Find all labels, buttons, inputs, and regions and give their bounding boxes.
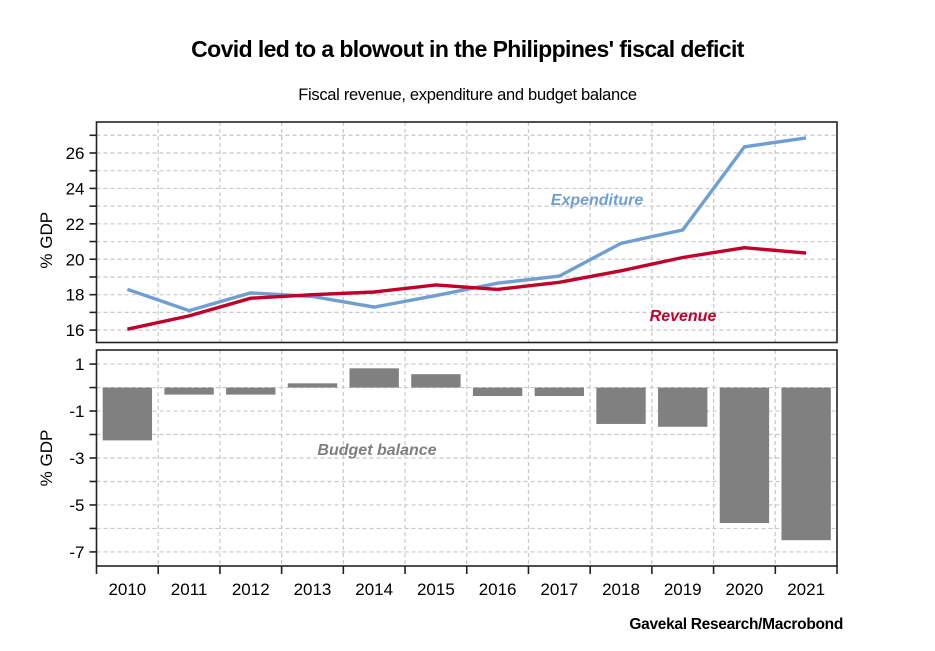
- bottom-gridlines: [96, 350, 837, 566]
- budget-balance-bar: [534, 387, 584, 397]
- y-tick-label: 22: [66, 215, 85, 234]
- budget-balance-bar: [781, 387, 831, 541]
- x-tick-label: 2014: [355, 580, 393, 599]
- bottom-panel: 1 -1 -3 -5 -7 % GDP Budget balance: [37, 349, 838, 567]
- revenue-line: [127, 245, 807, 331]
- y-tick-label: -5: [69, 496, 84, 515]
- top-y-axis-title: % GDP: [37, 212, 56, 269]
- y-tick-label: -3: [69, 449, 84, 468]
- top-y-ticks: 16 18 20 22 24 26: [66, 134, 97, 340]
- x-tick-label: 2012: [232, 580, 270, 599]
- x-tick-label: 2011: [171, 580, 208, 599]
- bottom-y-ticks: 1 -1 -3 -5 -7: [69, 355, 97, 562]
- budget-balance-bar: [102, 387, 153, 441]
- top-series-lines: [126, 136, 807, 331]
- chart-title: Covid led to a blowout in the Philippine…: [191, 36, 744, 62]
- x-tick-label: 2017: [540, 580, 578, 599]
- budget-balance-bar: [411, 374, 461, 388]
- budget-balance-bar: [658, 387, 708, 427]
- top-panel: 16 18 20 22 24 26 % GDP Expenditure Revenue: [37, 121, 838, 344]
- x-tick-label: 2019: [664, 580, 702, 599]
- budget-balance-bar: [287, 383, 338, 388]
- source-credit: Gavekal Research/Macrobond: [629, 616, 843, 633]
- y-tick-label: 1: [75, 355, 84, 374]
- x-tick-label: 2018: [602, 580, 640, 599]
- x-tick-label: 2020: [726, 580, 764, 599]
- y-tick-label: 16: [66, 321, 85, 340]
- y-tick-label: 24: [66, 179, 85, 198]
- budget-balance-bar: [596, 387, 646, 424]
- revenue-label: Revenue: [650, 308, 717, 325]
- budget-balance-bar: [164, 387, 214, 395]
- budget-balance-bar: [719, 387, 770, 524]
- top-panel-frame: [95, 121, 838, 344]
- x-tick-label: 2016: [479, 580, 517, 599]
- y-tick-label: -7: [69, 543, 84, 562]
- x-axis: 2010 2011 2012 2013 2014 2015 2016 2017 2018 2019…: [95, 566, 838, 599]
- budget-balance-bars: [102, 368, 831, 541]
- y-tick-label: 26: [66, 144, 85, 163]
- budget-balance-label: Budget balance: [317, 442, 436, 459]
- y-tick-label: 18: [66, 286, 85, 305]
- y-tick-label: 20: [66, 250, 85, 269]
- x-tick-label: 2015: [417, 580, 455, 599]
- x-tick-label: 2013: [294, 580, 332, 599]
- chart-subtitle: Fiscal revenue, expenditure and budget b…: [298, 86, 637, 104]
- budget-balance-bar: [349, 368, 399, 388]
- expenditure-label: Expenditure: [551, 192, 644, 209]
- x-tick-label: 2021: [787, 580, 825, 599]
- bottom-y-axis-title: % GDP: [37, 430, 56, 487]
- budget-balance-bar: [472, 387, 523, 397]
- y-tick-label: -1: [69, 402, 84, 421]
- x-tick-label: 2010: [108, 580, 146, 599]
- budget-balance-bar: [226, 387, 276, 395]
- expenditure-line: [126, 136, 807, 313]
